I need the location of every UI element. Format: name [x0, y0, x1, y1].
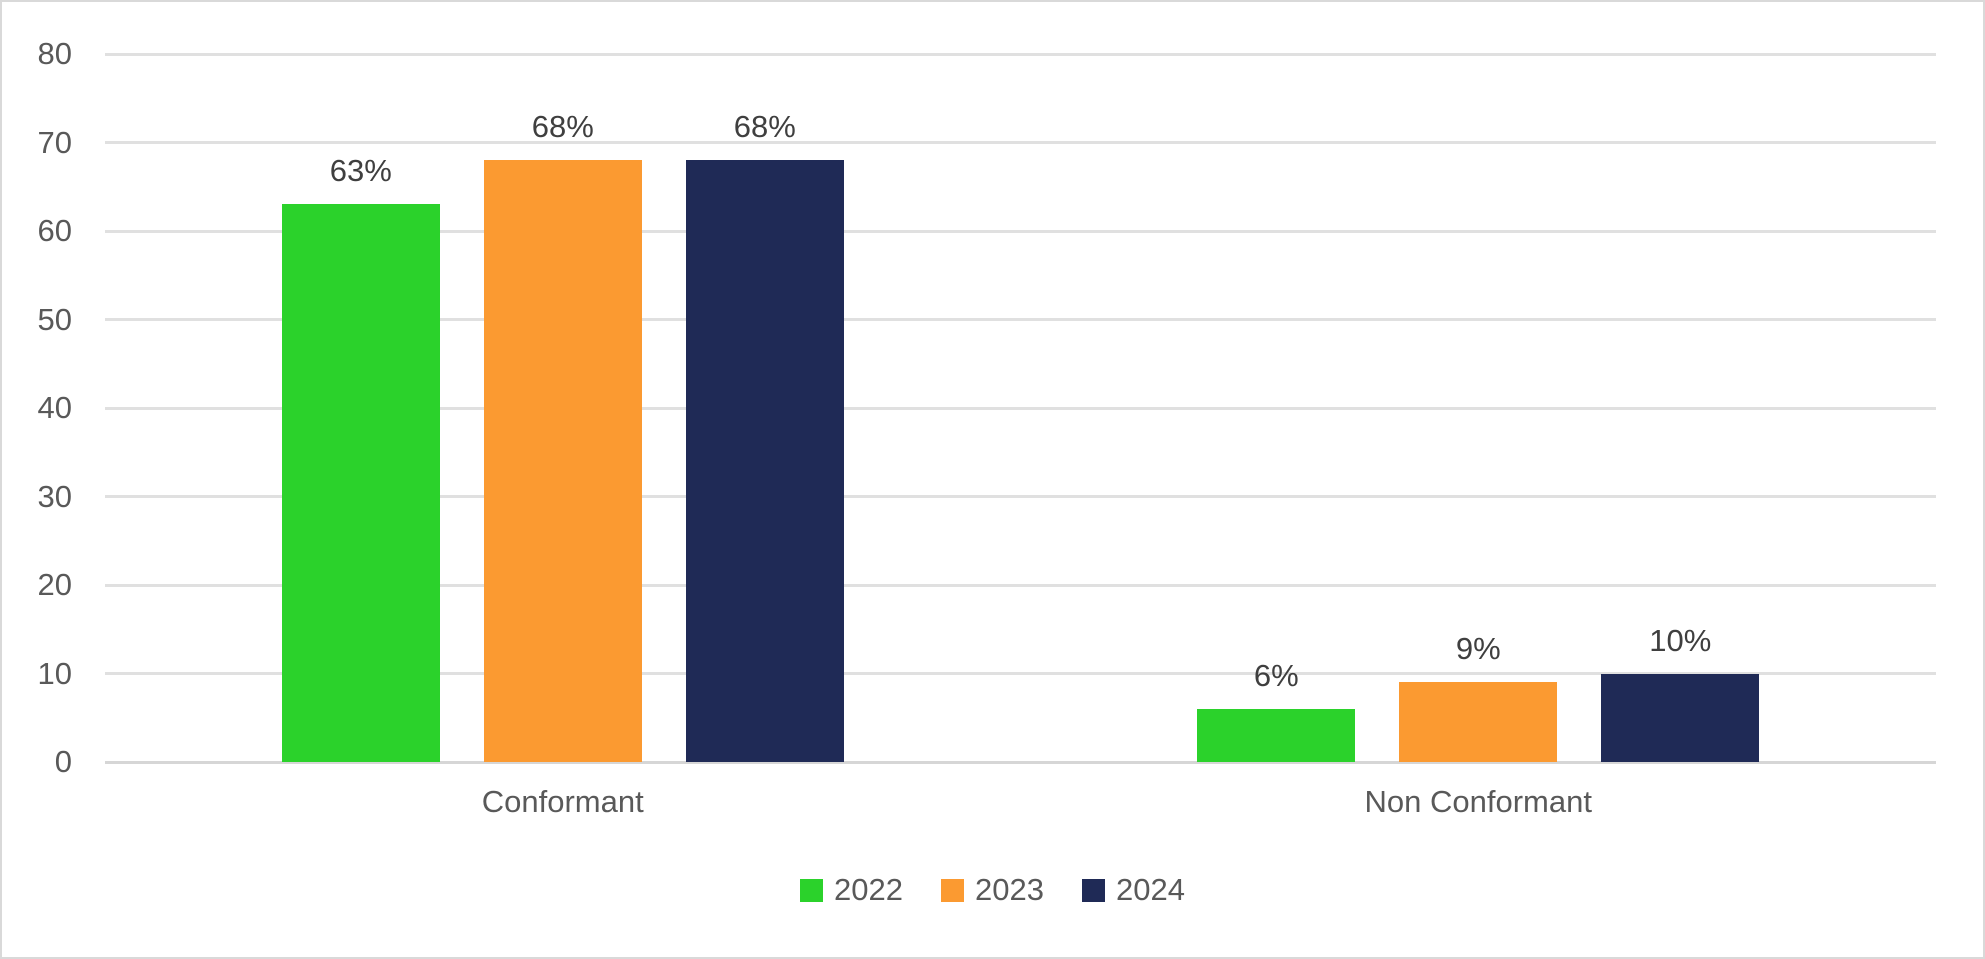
gridline [105, 141, 1936, 144]
bar-column: 68% [483, 109, 642, 762]
legend: 2022 2023 2024 [2, 872, 1983, 908]
y-axis-tick-label: 20 [37, 567, 72, 602]
gridline [105, 229, 1936, 233]
y-axis-tick-label: 40 [37, 390, 72, 425]
data-label: 10% [1649, 622, 1712, 658]
data-label: 63% [329, 153, 392, 189]
legend-item-2023: 2023 [941, 872, 1044, 908]
category-label: Conformant [481, 784, 644, 819]
legend-label: 2024 [1115, 872, 1185, 907]
category-label: Non Conformant [1364, 784, 1592, 819]
legend-label: 2023 [975, 872, 1044, 907]
y-axis-tick-label: 70 [37, 124, 72, 160]
legend-item-2024: 2024 [1081, 872, 1185, 908]
y-axis-tick-label: 30 [37, 478, 72, 514]
gridline [105, 495, 1936, 498]
bar-group: 6% 9% 10% [1197, 54, 1760, 762]
bar-2024-conformant [685, 160, 844, 762]
bar-column: 68% [685, 109, 844, 762]
gridline [105, 52, 1936, 56]
y-axis-tick-label: 50 [37, 301, 72, 337]
gridline [105, 583, 1936, 587]
bar-2022-non-conformant [1197, 708, 1356, 762]
x-axis-line [105, 760, 1936, 764]
legend-label: 2022 [834, 872, 904, 907]
y-axis-tick-label: 10 [37, 655, 72, 691]
bar-2023-conformant [483, 160, 642, 762]
bar-2022-conformant [281, 204, 440, 762]
y-axis-tick-label: 60 [37, 213, 72, 248]
gridline [105, 318, 1936, 321]
legend-swatch-icon [1081, 878, 1105, 902]
legend-swatch-icon [941, 878, 965, 902]
legend-swatch-icon [800, 878, 824, 902]
bar-column: 6% [1197, 657, 1356, 762]
bar-column: 9% [1399, 631, 1558, 762]
bar-2024-non-conformant [1601, 673, 1760, 762]
gridline [105, 406, 1936, 410]
y-axis-tick-label: 80 [37, 36, 72, 71]
plot-area: 63% 68% 68% 6% 9% 10% [105, 52, 1936, 764]
data-label: 6% [1253, 657, 1299, 693]
bar-column: 63% [281, 153, 440, 762]
y-axis-tick-label: 0 [54, 744, 72, 779]
y-axis: 0 10 20 30 40 50 60 70 80 [2, 36, 72, 779]
bar-2023-non-conformant [1399, 682, 1558, 762]
data-label: 9% [1455, 631, 1501, 667]
data-label: 68% [733, 109, 796, 145]
bar-column: 10% [1601, 622, 1760, 762]
bar-group: 63% 68% 68% [281, 54, 844, 762]
legend-item-2022: 2022 [800, 872, 903, 908]
data-label: 68% [531, 109, 594, 145]
gridline [105, 672, 1936, 675]
